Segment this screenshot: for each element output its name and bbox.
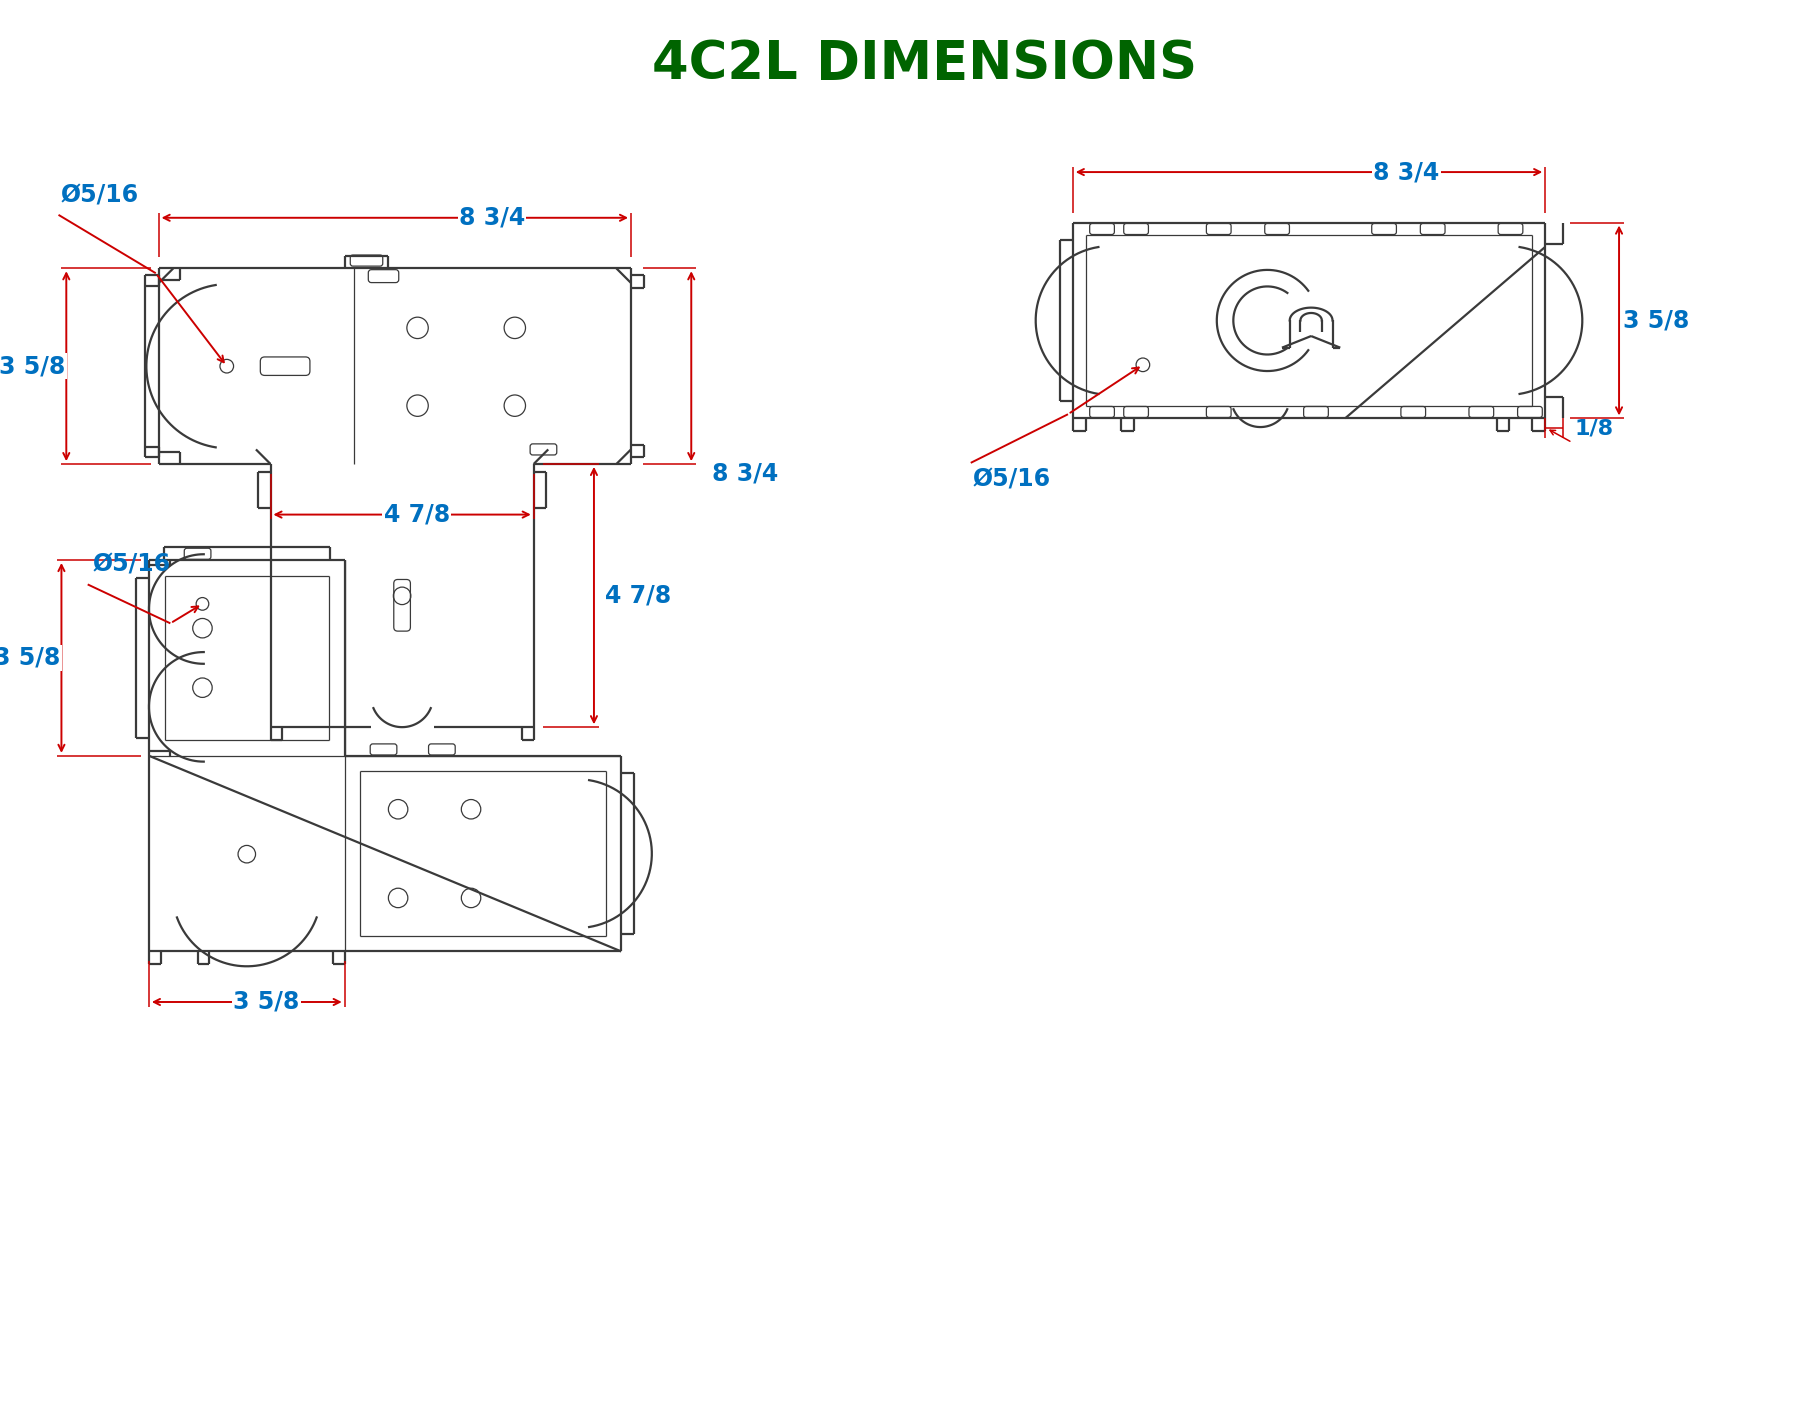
Text: 3 5/8: 3 5/8 xyxy=(1623,309,1688,333)
Text: 8 3/4: 8 3/4 xyxy=(711,461,778,485)
Text: 4C2L DIMENSIONS: 4C2L DIMENSIONS xyxy=(652,38,1197,90)
Text: Ø5/16: Ø5/16 xyxy=(973,467,1051,491)
Text: Ø5/16: Ø5/16 xyxy=(60,183,139,207)
Text: 3 5/8: 3 5/8 xyxy=(0,646,61,670)
Text: 8 3/4: 8 3/4 xyxy=(1372,159,1439,183)
Text: 4 7/8: 4 7/8 xyxy=(605,584,670,608)
Text: 4 7/8: 4 7/8 xyxy=(383,502,449,526)
Text: 8 3/4: 8 3/4 xyxy=(458,206,525,230)
Text: 3 5/8: 3 5/8 xyxy=(0,354,65,378)
Text: 1/8: 1/8 xyxy=(1574,418,1612,437)
Text: 3 5/8: 3 5/8 xyxy=(233,991,300,1015)
Text: Ø5/16: Ø5/16 xyxy=(92,553,171,577)
